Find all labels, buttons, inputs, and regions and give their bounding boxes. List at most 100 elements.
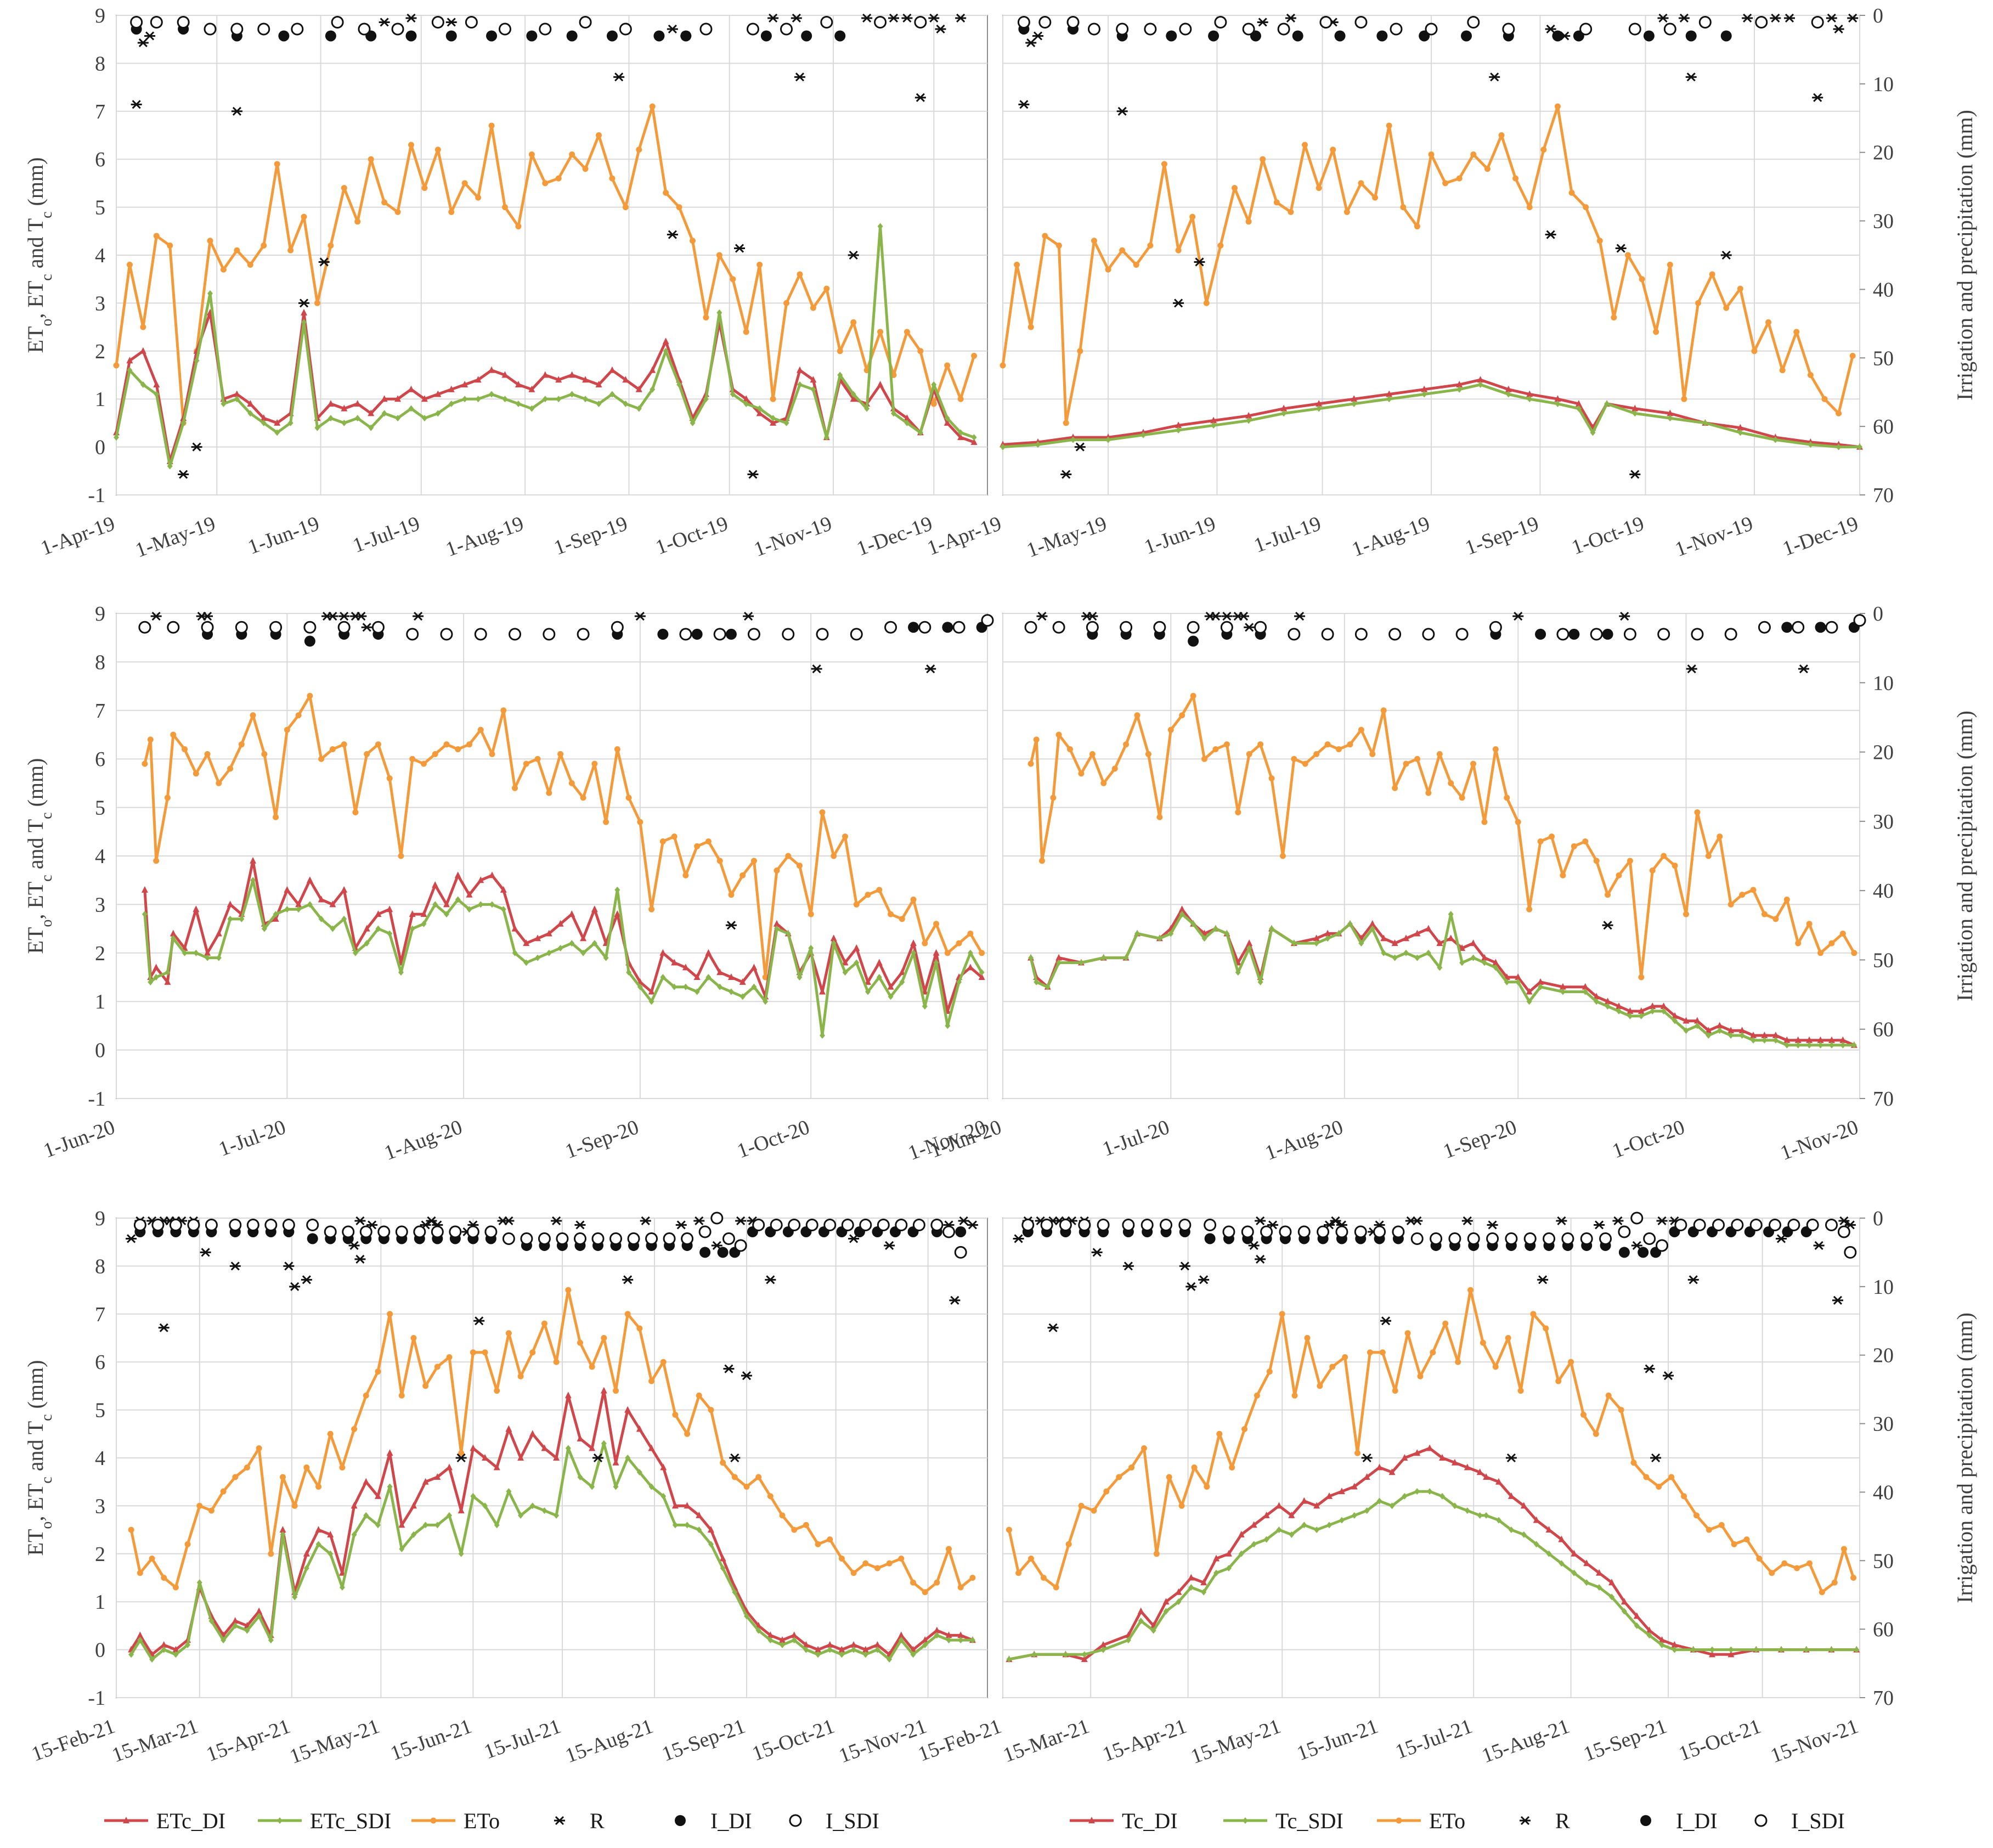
- rain-point: [1087, 611, 1098, 621]
- data-point: [1369, 920, 1376, 927]
- data-point: [420, 760, 427, 767]
- irrigation-di-point: [657, 628, 669, 640]
- x-tick-label: 1-Sep-19: [1462, 512, 1542, 560]
- data-point: [1063, 420, 1069, 426]
- data-point: [182, 746, 188, 753]
- y-tick-label: 3: [95, 1495, 105, 1518]
- data-point: [1246, 751, 1252, 757]
- data-point: [1504, 795, 1510, 801]
- data-point: [1336, 930, 1342, 937]
- data-point: [1750, 887, 1757, 893]
- data-point: [1508, 1526, 1514, 1534]
- data-point: [238, 741, 245, 748]
- data-point: [1162, 1598, 1170, 1605]
- data-point: [1436, 939, 1443, 946]
- irrigation-sdi-point: [264, 1218, 278, 1231]
- x-tick-label: 1-Nov-19: [1672, 512, 1756, 561]
- data-point: [1168, 930, 1174, 937]
- data-point: [1568, 1359, 1574, 1365]
- legend: Tc_DI Tc_SDI ETo R I_DI I_SDI: [1070, 1808, 1845, 1833]
- irrigation-sdi-point: [1179, 22, 1192, 36]
- data-point: [568, 371, 575, 378]
- data-point: [1520, 1502, 1527, 1509]
- data-point: [672, 1411, 679, 1418]
- data-point: [671, 983, 677, 990]
- data-point: [874, 1641, 881, 1648]
- data-point: [838, 1556, 845, 1562]
- irrigation-sdi-point: [449, 1225, 462, 1238]
- data-point: [596, 132, 602, 138]
- rain-point: [191, 442, 202, 452]
- series-I_SDI: [1024, 614, 1866, 641]
- x-tick-label: 15-Nov-21: [1768, 1715, 1861, 1768]
- data-point: [783, 300, 790, 306]
- data-point: [1593, 1430, 1599, 1437]
- data-point: [161, 1575, 167, 1581]
- irrigation-sdi-point: [1825, 621, 1838, 634]
- irrigation-sdi-point: [406, 628, 419, 641]
- legend-label: I_SDI: [1791, 1808, 1845, 1833]
- data-point: [797, 381, 803, 388]
- data-point: [1347, 741, 1353, 748]
- data-point: [1681, 396, 1687, 402]
- rain-point: [144, 31, 156, 41]
- data-point: [494, 1388, 500, 1394]
- rain-point: [1687, 1275, 1699, 1284]
- data-point: [1576, 405, 1582, 412]
- data-point: [751, 983, 757, 990]
- data-point: [352, 809, 359, 815]
- data-point: [1794, 1565, 1800, 1571]
- data-point: [261, 419, 267, 426]
- series-ETo: [1027, 692, 1858, 981]
- legend-label: I_DI: [1676, 1808, 1718, 1833]
- rain-point: [914, 93, 926, 102]
- data-point: [696, 1526, 702, 1534]
- data-point: [1055, 243, 1062, 249]
- irrigation-di-point: [325, 30, 336, 42]
- data-point: [398, 1392, 405, 1399]
- data-point: [625, 1455, 631, 1461]
- irrigation-sdi-point: [151, 1218, 165, 1231]
- data-point: [534, 934, 541, 942]
- data-point: [862, 1646, 869, 1653]
- data-point: [770, 419, 777, 426]
- data-point: [1280, 404, 1288, 412]
- data-point: [141, 886, 148, 893]
- data-point: [979, 969, 985, 976]
- data-point: [1437, 964, 1443, 971]
- data-point: [1627, 1007, 1634, 1014]
- data-point: [1828, 940, 1835, 946]
- data-point: [315, 1526, 322, 1533]
- data-point: [354, 399, 361, 407]
- y2-tick-label: 50: [1873, 1550, 1894, 1573]
- legend-item: ETc_SDI: [258, 1808, 391, 1833]
- rain-point: [150, 611, 162, 621]
- x-tick-label: 15-Aug-21: [562, 1715, 656, 1768]
- irrigation-sdi-point: [235, 621, 248, 634]
- data-point: [1304, 1335, 1311, 1341]
- data-point: [819, 988, 826, 995]
- data-point: [850, 1570, 857, 1576]
- x-tick-label: 1-Jun-19: [245, 512, 322, 559]
- irrigation-sdi-point: [1241, 1225, 1254, 1238]
- data-point: [967, 930, 974, 937]
- data-point: [636, 1425, 643, 1432]
- rain-point: [1537, 1275, 1549, 1284]
- data-point: [808, 911, 814, 917]
- data-point: [1324, 929, 1331, 937]
- data-point: [368, 409, 375, 416]
- data-point: [1161, 161, 1167, 167]
- data-point: [1137, 1607, 1144, 1614]
- y-tick-label: -1: [88, 1088, 105, 1111]
- data-point: [1380, 934, 1387, 942]
- rain-point: [445, 18, 457, 27]
- irrigation-sdi-point: [1502, 22, 1515, 36]
- data-point: [767, 1493, 774, 1500]
- data-point: [1505, 391, 1511, 398]
- data-point: [341, 915, 347, 922]
- data-point: [284, 906, 290, 913]
- x-tick-label: 1-Aug-20: [381, 1115, 465, 1165]
- series-ETo: [128, 1287, 976, 1596]
- rain-point: [667, 24, 678, 34]
